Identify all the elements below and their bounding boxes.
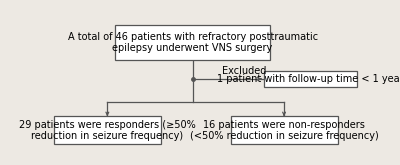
- FancyBboxPatch shape: [54, 116, 161, 144]
- FancyBboxPatch shape: [264, 71, 357, 87]
- FancyBboxPatch shape: [230, 116, 338, 144]
- Text: Excluded: Excluded: [222, 66, 266, 76]
- FancyBboxPatch shape: [115, 25, 270, 60]
- Text: 29 patients were responders (≥50%
reduction in seizure frequency): 29 patients were responders (≥50% reduct…: [19, 119, 196, 141]
- Text: 1 patient with follow-up time < 1 year: 1 patient with follow-up time < 1 year: [217, 74, 400, 84]
- Text: 16 patients were non-responders
(<50% reduction in seizure frequency): 16 patients were non-responders (<50% re…: [190, 119, 378, 141]
- Text: A total of 46 patients with refractory posttraumatic
epilepsy underwent VNS surg: A total of 46 patients with refractory p…: [68, 32, 318, 53]
